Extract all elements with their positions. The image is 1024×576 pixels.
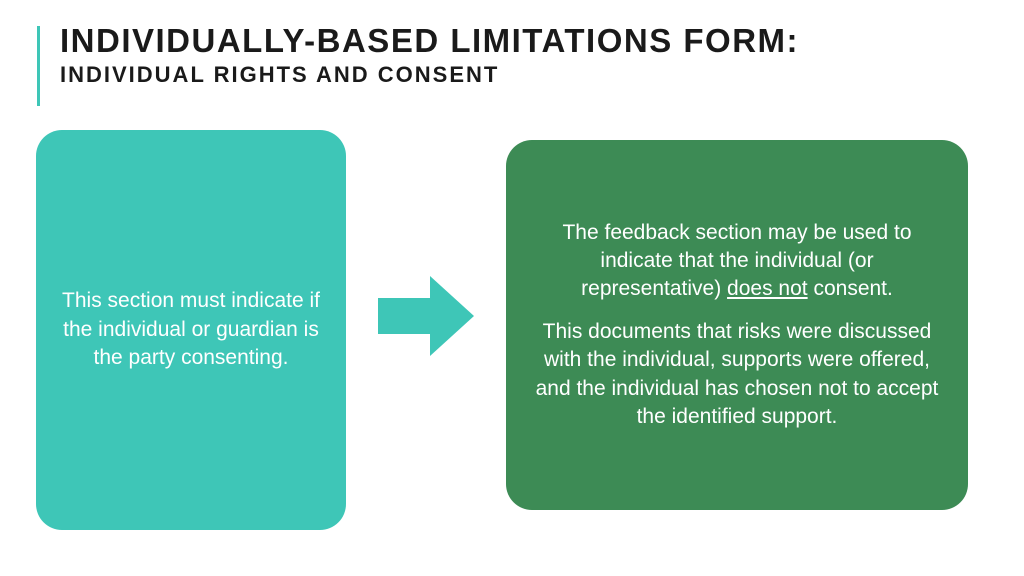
right-p1-underlined: does not [727,277,808,300]
slide-subtitle: INDIVIDUAL RIGHTS AND CONSENT [60,62,799,88]
right-card-paragraph-1: The feedback section may be used to indi… [532,219,942,304]
accent-bar [37,26,40,106]
right-card-paragraph-2: This documents that risks were discussed… [532,318,942,431]
arrow-right-icon [378,276,474,361]
slide-title: INDIVIDUALLY-BASED LIMITATIONS FORM: [60,22,799,60]
slide: INDIVIDUALLY-BASED LIMITATIONS FORM: IND… [0,0,1024,576]
left-card-text: This section must indicate if the indivi… [62,287,320,372]
right-card: The feedback section may be used to indi… [506,140,968,510]
right-p1-post: consent. [808,277,893,300]
heading-block: INDIVIDUALLY-BASED LIMITATIONS FORM: IND… [60,22,799,88]
left-card: This section must indicate if the indivi… [36,130,346,530]
